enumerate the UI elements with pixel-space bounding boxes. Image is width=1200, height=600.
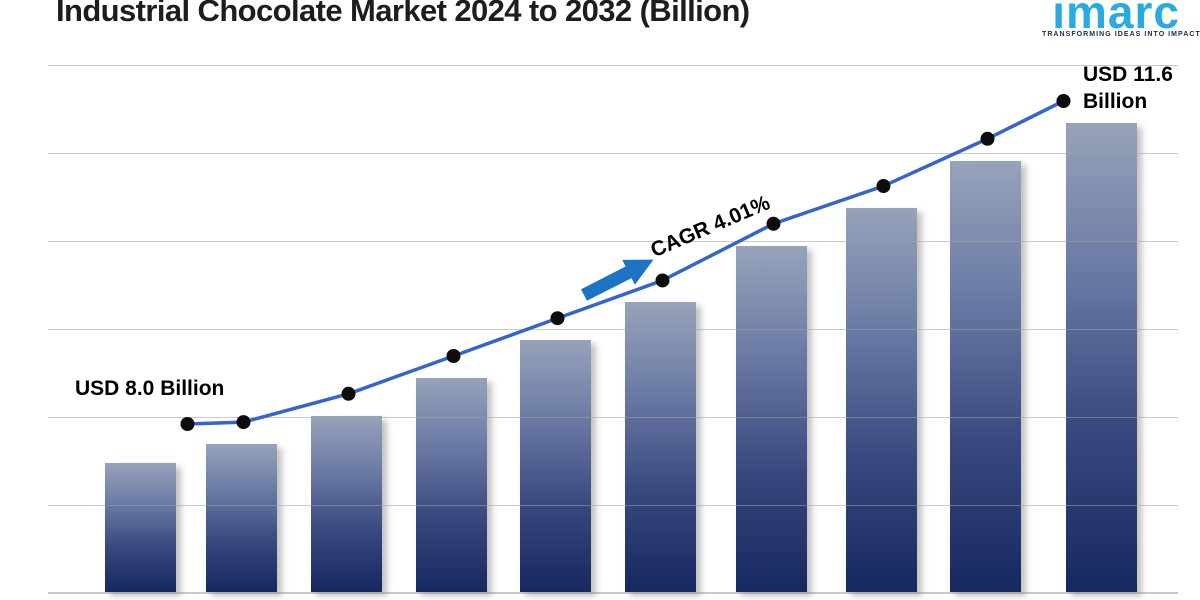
data-point-marker: [1056, 94, 1071, 109]
bar: [846, 208, 917, 592]
end-value-label-line2: Billion: [1083, 90, 1148, 113]
end-value-label: USD 11.6 Billion: [1083, 61, 1173, 115]
growth-arrow-icon: [581, 259, 654, 301]
data-point-marker: [180, 417, 195, 431]
data-point-marker: [980, 131, 995, 146]
bar: [520, 340, 591, 592]
imarc-tagline: TRANSFORMING IDEAS INTO IMPACT: [1042, 31, 1200, 38]
imarc-wordmark: imarc: [1052, 0, 1180, 38]
data-point-marker: [446, 349, 461, 364]
data-point-marker: [655, 273, 670, 288]
data-point-marker: [550, 311, 565, 326]
gridline: [48, 417, 1178, 418]
gridline: [48, 65, 1178, 66]
bar: [736, 245, 807, 592]
bar: [311, 415, 382, 592]
chart-title: Industrial Chocolate Market 2024 to 2032…: [56, 0, 750, 28]
start-value-label: USD 8.0 Billion: [75, 377, 225, 400]
data-point-marker: [341, 386, 356, 401]
gridline: [48, 153, 1178, 154]
end-value-label-line1: USD 11.6: [1083, 63, 1173, 86]
bar: [206, 444, 277, 592]
gridline: [48, 505, 1178, 506]
bar: [416, 378, 487, 592]
bar: [105, 463, 176, 592]
gridline: [48, 241, 1178, 242]
data-point-marker: [876, 179, 891, 194]
data-point-marker: [766, 216, 781, 231]
bar: [950, 160, 1021, 592]
bar: [625, 302, 696, 592]
bar: [1066, 123, 1137, 592]
gridline: [48, 329, 1178, 330]
x-axis-line: [48, 592, 1178, 594]
